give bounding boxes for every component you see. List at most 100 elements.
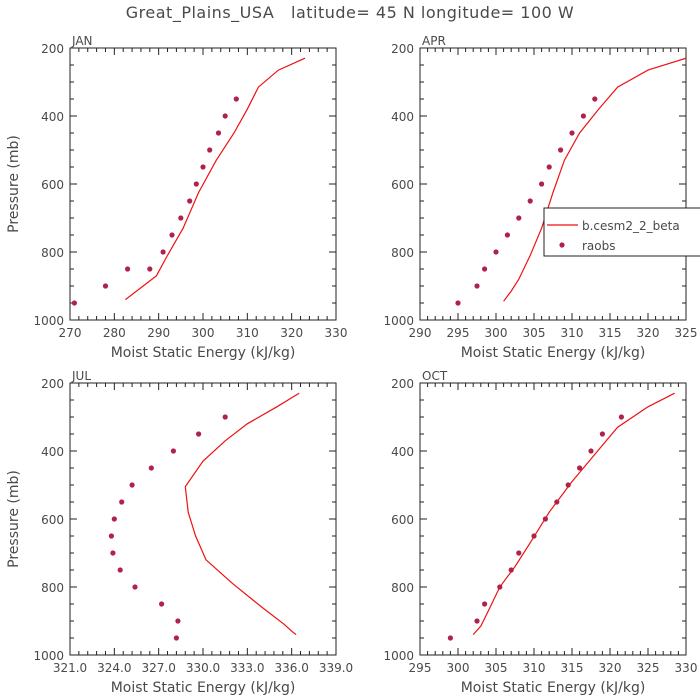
- x-tick-label: 290: [147, 326, 170, 340]
- x-tick-label: 321.0: [53, 661, 87, 675]
- obs-point: [516, 550, 522, 556]
- obs-point: [531, 533, 537, 539]
- obs-point: [455, 300, 461, 306]
- x-tick-label: 327.0: [141, 661, 175, 675]
- x-tick-label: 330: [325, 326, 348, 340]
- obs-point: [193, 181, 199, 187]
- obs-point: [196, 431, 202, 437]
- y-axis-label: Pressure (mb): [6, 135, 22, 233]
- y-tick-label: 800: [41, 581, 64, 595]
- y-tick-label: 200: [41, 42, 64, 56]
- series-line-model: [472, 392, 675, 635]
- series-line-model: [184, 392, 300, 636]
- x-tick-label: 325: [675, 326, 698, 340]
- x-axis-label: Moist Static Energy (kJ/kg): [461, 345, 646, 361]
- obs-point: [222, 113, 228, 119]
- obs-point: [159, 601, 165, 607]
- x-axis-label: Moist Static Energy (kJ/kg): [461, 680, 646, 696]
- obs-point: [599, 431, 606, 437]
- y-tick-label: 400: [41, 110, 64, 124]
- obs-point: [588, 448, 594, 454]
- x-tick-label: 295: [409, 661, 432, 675]
- x-tick-label: 320: [599, 661, 622, 675]
- y-tick-label: 600: [41, 178, 64, 192]
- legend-label: raobs: [582, 239, 616, 253]
- plot-frame: [419, 47, 687, 321]
- panel-jan: JAN 270 280 290 300 310 320 330 200 400 600 800 1000…: [6, 34, 347, 361]
- obs-point: [577, 465, 583, 471]
- panel-label: JUL: [71, 369, 91, 383]
- obs-point: [110, 550, 116, 556]
- obs-point: [207, 147, 213, 153]
- obs-point: [539, 181, 545, 187]
- obs-point: [222, 414, 228, 420]
- plot-area: [455, 57, 686, 306]
- obs-point: [178, 215, 184, 221]
- x-tick-label: 339.0: [319, 661, 353, 675]
- obs-point: [618, 414, 625, 420]
- obs-point: [148, 465, 154, 471]
- x-tick-label: 325: [637, 661, 660, 675]
- y-tick-label: 200: [391, 377, 414, 391]
- obs-point: [516, 215, 522, 221]
- obs-point: [125, 266, 131, 272]
- x-tick-label: 290: [409, 326, 432, 340]
- obs-point: [546, 164, 552, 170]
- obs-point: [108, 533, 114, 539]
- obs-point: [200, 164, 206, 170]
- panel-jul: JUL 321.0 324.0 327.0 330.0 333.0 336.0 339.0 20…: [6, 369, 353, 696]
- x-tick-label: 270: [59, 326, 82, 340]
- x-tick-label: 295: [447, 326, 470, 340]
- y-tick-label: 400: [391, 110, 414, 124]
- obs-point: [129, 482, 135, 488]
- y-tick-label: 600: [391, 178, 414, 192]
- y-tick-label: 200: [391, 42, 414, 56]
- obs-point: [592, 96, 598, 102]
- obs-point: [117, 567, 123, 573]
- x-tick-label: 310: [523, 661, 546, 675]
- y-tick-label: 1000: [383, 649, 414, 663]
- panel-apr: APR 290 295 300 305 310 315 320 325 200 400 600 800 1…: [383, 34, 700, 361]
- obs-point: [175, 618, 181, 624]
- panel-label: OCT: [422, 369, 448, 383]
- obs-point: [111, 516, 117, 522]
- obs-point: [565, 482, 571, 488]
- x-tick-label: 305: [485, 661, 508, 675]
- y-tick-label: 600: [41, 513, 64, 527]
- y-tick-label: 800: [391, 246, 414, 260]
- x-tick-label: 315: [561, 661, 584, 675]
- obs-point: [508, 567, 514, 573]
- obs-point: [147, 266, 153, 272]
- y-tick-label: 600: [391, 513, 414, 527]
- x-axis-label: Moist Static Energy (kJ/kg): [111, 345, 296, 361]
- legend-label: b.cesm2_2_beta: [582, 219, 680, 233]
- series-line-model: [503, 57, 686, 302]
- obs-point: [474, 283, 480, 289]
- obs-point: [447, 635, 453, 641]
- x-tick-label: 300: [192, 326, 215, 340]
- obs-point: [580, 113, 587, 119]
- obs-point: [527, 198, 533, 204]
- plot-area: [108, 392, 300, 641]
- obs-point: [71, 300, 77, 306]
- x-axis-label: Moist Static Energy (kJ/kg): [111, 680, 296, 696]
- x-tick-label: 336.0: [274, 661, 308, 675]
- x-tick-label: 320: [637, 326, 660, 340]
- obs-point: [233, 96, 239, 102]
- obs-point: [474, 618, 480, 624]
- x-tick-label: 320: [280, 326, 303, 340]
- obs-point: [169, 232, 175, 238]
- panel-oct: OCT 295 300 305 310 315 320 325 330 200 400 600 800 1…: [383, 369, 697, 696]
- obs-point: [542, 516, 549, 522]
- panel-label: APR: [422, 34, 446, 48]
- obs-point: [173, 635, 179, 641]
- obs-point: [160, 249, 166, 255]
- obs-point: [119, 499, 125, 505]
- plot-frame: [69, 382, 337, 656]
- legend-point-swatch: [559, 242, 565, 248]
- obs-point: [187, 198, 193, 204]
- y-tick-label: 400: [391, 445, 414, 459]
- x-tick-label: 324.0: [97, 661, 131, 675]
- y-tick-label: 200: [41, 377, 64, 391]
